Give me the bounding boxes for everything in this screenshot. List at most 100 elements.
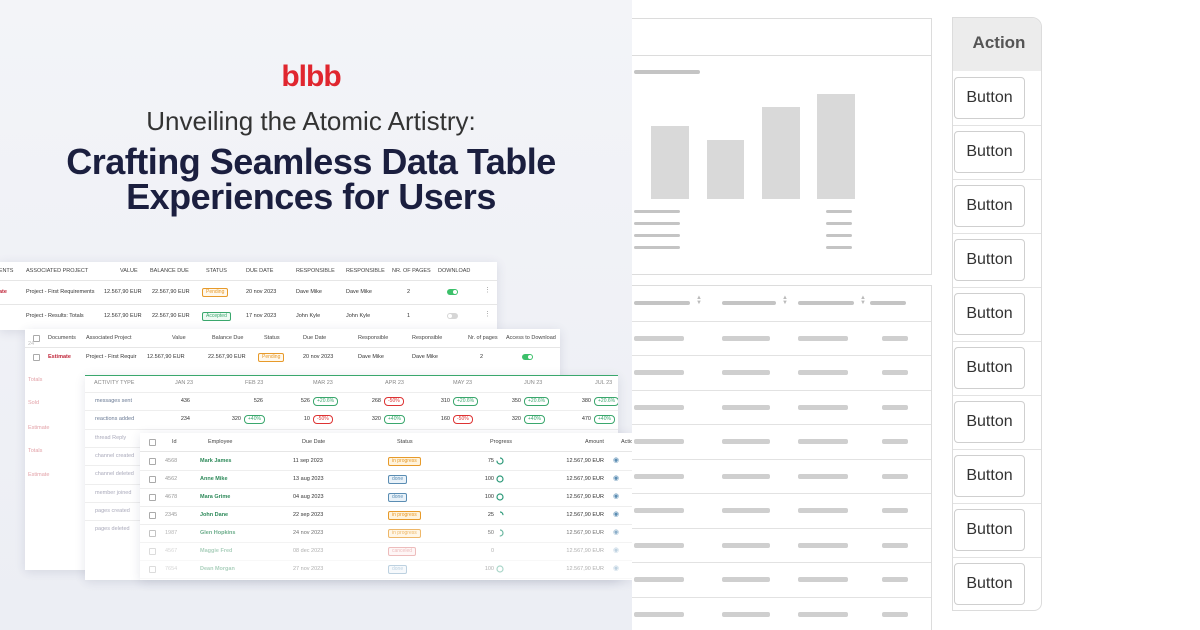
checkbox — [149, 530, 156, 537]
row-line — [140, 578, 632, 579]
checkbox — [33, 335, 40, 342]
button[interactable]: Button — [954, 347, 1025, 389]
table-cell: 0 — [490, 548, 494, 554]
status-badge: done — [388, 493, 408, 502]
checkbox — [149, 476, 156, 483]
sort-icon: ▲ ▼ — [696, 295, 702, 306]
table-cell: 100 — [484, 476, 494, 482]
table-cell: Project - First Requir — [86, 354, 137, 360]
table-cell: 12.567,90 EUR — [566, 494, 604, 500]
change-badge: +40% — [384, 415, 405, 425]
button[interactable]: Button — [954, 185, 1025, 227]
progress-arc — [496, 475, 504, 483]
table-cell: MAY 23 — [453, 380, 473, 386]
table-cell: Anne Mike — [200, 476, 228, 482]
table-cell: 22 sep 2023 — [293, 512, 324, 518]
table-cell: 12.567,90 EUR — [566, 566, 604, 572]
table-cell: 04 aug 2023 — [293, 494, 324, 500]
row-line — [620, 458, 931, 460]
table-cell: MAR 23 — [313, 380, 333, 386]
view-icon: ◉ — [613, 529, 620, 536]
progress-ring — [496, 493, 504, 501]
table-cell: Due Date — [303, 335, 327, 341]
progress-ring — [496, 511, 504, 519]
logo: blbb — [281, 60, 341, 93]
action-header: Action — [972, 33, 1026, 52]
table-cell: Access to Download — [506, 335, 556, 341]
table-cell: Mara Grime — [200, 494, 231, 500]
button[interactable]: Button — [954, 455, 1025, 497]
checkbox — [149, 494, 156, 501]
placeholder — [826, 222, 852, 225]
table-cell: RESPONSIBLE — [346, 268, 385, 274]
checkbox — [149, 512, 156, 519]
button[interactable]: Button — [954, 401, 1025, 443]
table-row: 4562 Anne Mike 13 aug 2023 done 100 12.567,90… — [140, 433, 632, 580]
row-line — [140, 470, 632, 471]
row-line — [953, 503, 1041, 504]
table-cell: 268 — [371, 398, 381, 404]
placeholder-bar — [707, 140, 744, 199]
placeholder — [882, 542, 908, 548]
placeholder-bar — [817, 94, 855, 199]
placeholder — [634, 234, 680, 237]
table-cell: Due Date — [302, 439, 326, 445]
table-cell: 13 aug 2023 — [293, 476, 324, 482]
table-cell: 20 nov 2023 — [246, 289, 277, 295]
placeholder — [634, 210, 680, 213]
table-cell: 22.567,90 EUR — [152, 313, 190, 319]
placeholder — [798, 473, 848, 479]
table-cell: Balance Due — [212, 335, 244, 341]
table-cell: Mark James — [200, 458, 232, 464]
table-cell: Dave Mike — [346, 289, 372, 295]
toggle — [447, 289, 458, 295]
table-cell: 470 — [581, 416, 591, 423]
change-badge: -50% — [384, 397, 404, 406]
table-cell: Value — [172, 335, 186, 341]
button[interactable]: Button — [954, 563, 1025, 605]
row-line — [85, 428, 618, 430]
button[interactable]: Button — [954, 131, 1025, 173]
progress-arc — [496, 529, 504, 537]
row-line — [140, 560, 632, 561]
sort-icon: ▲ ▼ — [782, 295, 788, 306]
table-row: 1987 Glen Hopkins 24 nov 2023 in progress 50… — [140, 433, 632, 580]
table-cell: thread Reply — [95, 434, 127, 441]
toggle-knob — [453, 290, 457, 294]
placeholder — [882, 611, 908, 617]
row-line — [25, 347, 560, 348]
table-cell: DOCUMENTS — [0, 268, 14, 274]
button[interactable]: Button — [954, 77, 1025, 119]
checkbox — [149, 439, 156, 446]
placeholder — [634, 542, 684, 548]
placeholder — [634, 611, 684, 617]
kebab-menu: ⋮ — [484, 287, 491, 294]
button[interactable]: Button — [954, 509, 1025, 551]
checkbox — [33, 354, 40, 361]
table-cell: Status — [397, 439, 413, 445]
table-cell: Totals — [28, 377, 43, 383]
row-line — [140, 506, 632, 507]
table-cell: Status — [264, 335, 280, 341]
button[interactable]: Button — [954, 239, 1025, 281]
table-cell: 4568 — [165, 458, 178, 464]
table-cell: 75 — [487, 458, 494, 464]
progress-arc — [496, 511, 504, 519]
placeholder-table: ▲ ▼ ▲ ▼ ▲ ▼ — [620, 285, 932, 630]
placeholder — [826, 246, 852, 249]
button[interactable]: Button — [954, 293, 1025, 335]
table-cell: pages deleted — [95, 526, 130, 533]
table-cell: Totals — [28, 448, 43, 454]
placeholder — [826, 210, 852, 213]
kebab-menu: ⋮ — [484, 311, 491, 318]
table-row: 4568 Mark James 11 sep 2023 in progress 75 12… — [140, 433, 632, 580]
row-line — [953, 341, 1041, 342]
placeholder — [798, 301, 854, 305]
table-cell: Project - First Requirements — [26, 289, 95, 295]
table-cell: ASSOCIATED PROJECT — [26, 268, 89, 274]
table-cell: Responsible — [412, 335, 443, 341]
placeholder — [826, 234, 852, 237]
row-line — [620, 355, 931, 356]
placeholder — [722, 301, 776, 305]
